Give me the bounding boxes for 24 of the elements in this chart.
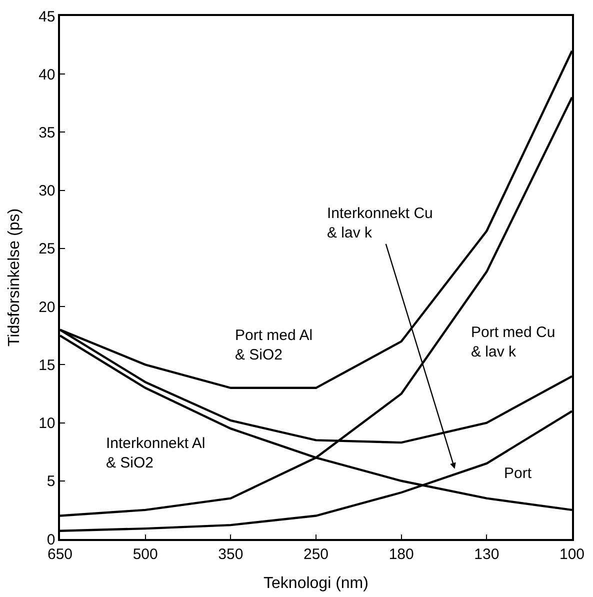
x-tick-label: 350 [218, 546, 244, 563]
x-tick-label: 100 [559, 546, 585, 563]
x-tick-label: 130 [474, 546, 500, 563]
y-tick-label: 45 [38, 8, 56, 26]
x-tick-label: 250 [303, 546, 329, 563]
x-tick-label: 500 [132, 546, 158, 563]
x-tick-label: 650 [47, 546, 73, 563]
annotation: Port [504, 465, 532, 482]
y-tick-label: 15 [38, 356, 56, 374]
annotation: Interkonnekt Al & SiO2 [106, 435, 206, 472]
annotation: Port med Cu & lav k [471, 324, 556, 360]
y-tick-label: 5 [46, 473, 56, 490]
y-tick-label: 25 [38, 240, 56, 258]
y-tick-label: 40 [38, 66, 56, 84]
y-tick-label: 35 [38, 124, 56, 142]
x-tick-label: 180 [388, 546, 414, 563]
y-tick-label: 20 [38, 298, 56, 316]
annotation: Port med Al & SiO2 [235, 327, 313, 364]
y-tick-label: 0 [46, 531, 56, 548]
y-tick-label: 10 [38, 415, 56, 432]
x-axis-title: Teknologi (nm) [264, 574, 368, 592]
annotation: Interkonnekt Cu & lav k [327, 205, 433, 242]
y-tick-label: 30 [38, 182, 56, 200]
y-axis-title: Tidsforsinkelse (ps) [6, 208, 23, 347]
